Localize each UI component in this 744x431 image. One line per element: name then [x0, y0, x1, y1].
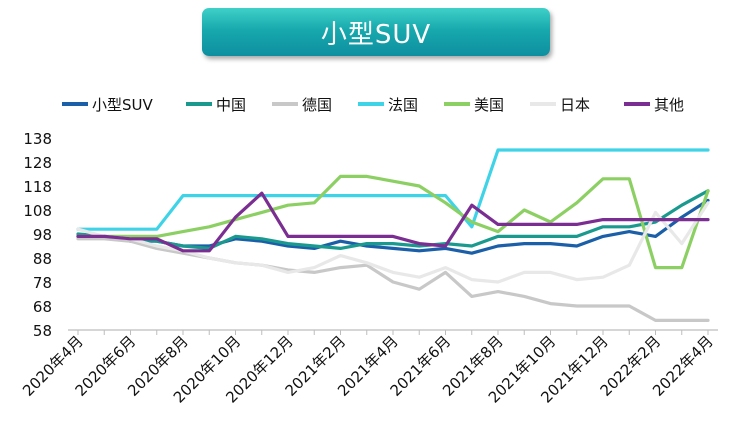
y-tick-label: 68 [33, 298, 52, 316]
legend-label: 小型SUV [92, 96, 154, 114]
y-tick-label: 98 [33, 226, 52, 244]
series-line-1 [76, 189, 710, 250]
legend-label: 美国 [474, 96, 504, 114]
y-tick-label: 78 [33, 274, 52, 292]
series-line-2 [76, 237, 710, 322]
y-tick-label: 88 [33, 250, 52, 268]
series-line-3 [76, 148, 710, 231]
y-tick-label: 118 [23, 178, 52, 196]
plot-area [76, 148, 710, 322]
y-tick-label: 138 [23, 130, 52, 148]
legend-label: 日本 [560, 96, 590, 114]
legend-label: 德国 [302, 96, 332, 114]
legend-label: 其他 [654, 96, 684, 114]
chart-title-banner: 小型SUV [202, 8, 550, 56]
chart-title: 小型SUV [320, 19, 432, 50]
series-line-4 [76, 174, 710, 270]
series-line-6 [76, 191, 710, 253]
y-tick-label: 108 [23, 202, 52, 220]
legend-label: 中国 [216, 96, 246, 114]
y-axis: 138 128 118 108 98 88 78 68 58 [23, 130, 52, 340]
legend: 小型SUV 中国 德国 法国 美国 日本 其他 [62, 96, 684, 114]
y-tick-label: 128 [23, 154, 52, 172]
x-axis: 2020年4月2020年6月2020年8月2020年10月2020年12月202… [19, 329, 718, 407]
legend-label: 法国 [388, 96, 418, 114]
y-tick-label: 58 [33, 322, 52, 340]
